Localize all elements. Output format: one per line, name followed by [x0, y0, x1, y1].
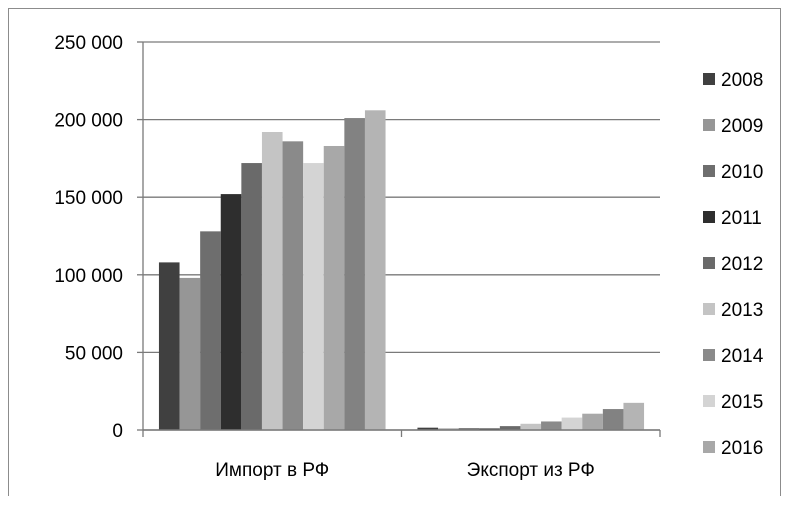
legend: 2008 2009 2010 2011 2012 2013 2014 2015 2016	[703, 70, 764, 459]
bar	[344, 118, 365, 430]
bar	[499, 426, 521, 430]
bar	[458, 428, 480, 430]
legend-swatch	[703, 119, 715, 131]
legend-swatch	[703, 303, 715, 315]
legend-swatch	[703, 73, 715, 85]
legend-swatch	[703, 395, 715, 407]
bar	[200, 231, 221, 430]
legend-label: 2010	[721, 162, 763, 183]
bar	[438, 428, 459, 430]
bar	[520, 423, 542, 430]
y-tick-label: 100 000	[54, 266, 123, 287]
x-axis	[142, 42, 661, 437]
legend-label: 2013	[721, 300, 763, 321]
bar	[303, 163, 324, 430]
bar	[179, 277, 201, 430]
x-tick-label: Импорт в РФ	[215, 460, 329, 481]
y-tick-label: 150 000	[54, 188, 123, 209]
legend-label: 2011	[721, 208, 762, 229]
bar	[479, 428, 500, 430]
y-tick-label: 0	[112, 421, 123, 442]
x-tick-label: Экспорт из РФ	[467, 460, 595, 481]
y-tick-label: 250 000	[54, 33, 123, 54]
legend-swatch	[703, 211, 715, 223]
bar	[261, 132, 283, 431]
y-tick-label: 50 000	[65, 343, 123, 364]
legend-label: 2016	[721, 438, 763, 459]
legend-label: 2014	[721, 346, 764, 367]
bar	[158, 262, 180, 430]
bar	[417, 427, 439, 430]
legend-swatch	[703, 441, 715, 453]
legend-swatch	[703, 257, 715, 269]
bar	[582, 413, 603, 430]
bar	[323, 145, 345, 430]
bar	[364, 110, 386, 431]
bar	[561, 417, 583, 430]
bar	[623, 402, 645, 430]
legend-label: 2015	[721, 392, 763, 413]
legend-swatch	[703, 165, 715, 177]
x-axis-tick-labels: Импорт в РФ Экспорт из РФ	[215, 460, 595, 481]
bar	[282, 141, 304, 430]
bar	[220, 194, 242, 430]
legend-label: 2012	[721, 254, 763, 275]
bar	[541, 421, 562, 430]
bars	[158, 110, 645, 431]
bar	[602, 409, 624, 430]
bar	[241, 163, 262, 430]
y-axis-tick-labels: 0 50 000 100 000 150 000 200 000 250 000	[54, 33, 123, 442]
legend-label: 2008	[721, 70, 763, 91]
legend-label: 2009	[721, 116, 763, 137]
legend-swatch	[703, 349, 715, 361]
y-tick-label: 200 000	[54, 111, 123, 132]
chart-frame	[8, 8, 781, 496]
